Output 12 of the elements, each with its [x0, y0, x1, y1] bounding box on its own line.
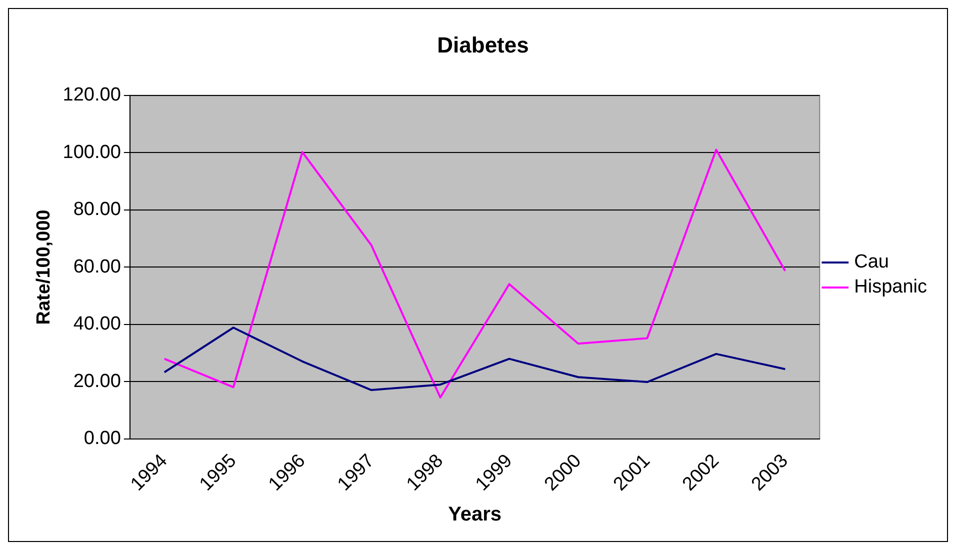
y-tick-label: 80.00 — [73, 199, 121, 220]
chart-title: Diabetes — [437, 32, 529, 58]
y-tick-label: 0.00 — [84, 428, 121, 450]
y-axis-title: Rate/100,000 — [34, 210, 55, 325]
y-tick-label: 60.00 — [73, 256, 121, 278]
y-tick-label: 100.00 — [62, 142, 121, 163]
legend-label: Cau — [854, 252, 889, 273]
x-axis-title: Years — [448, 504, 502, 526]
y-tick-label: 20.00 — [73, 370, 121, 392]
y-tick-label: 40.00 — [73, 314, 121, 335]
y-tick-label: 120.00 — [62, 84, 121, 106]
legend-label: Hispanic — [854, 276, 928, 298]
